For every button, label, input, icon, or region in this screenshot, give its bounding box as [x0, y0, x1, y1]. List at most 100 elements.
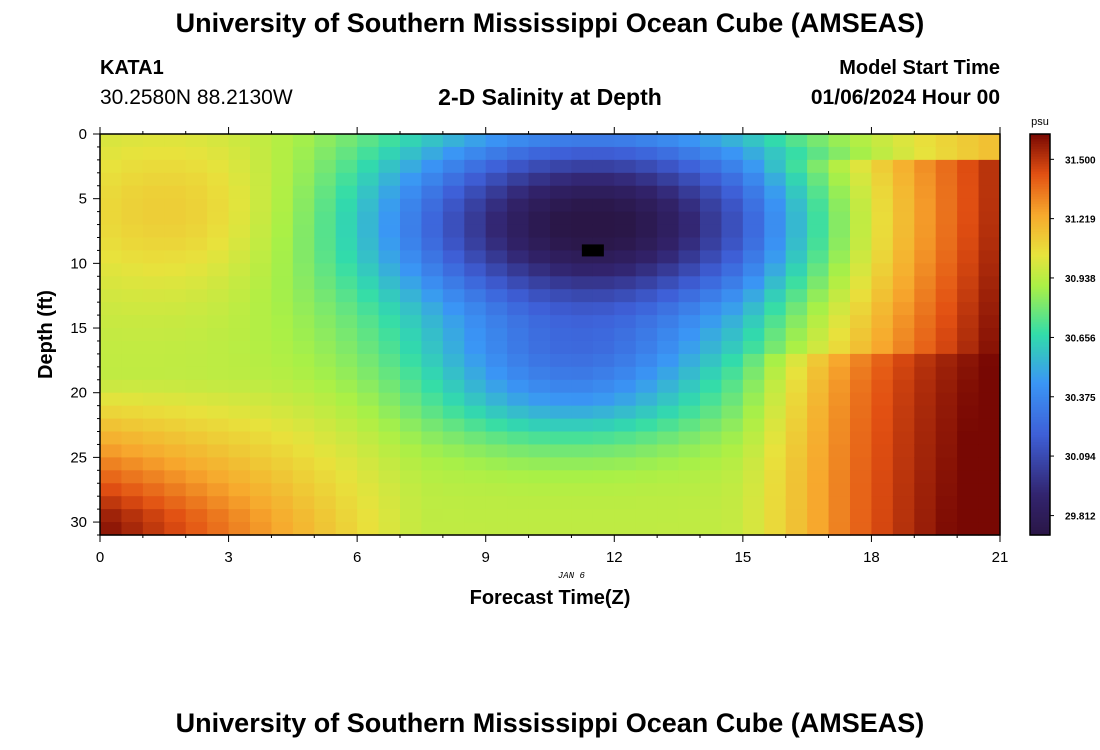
heatmap-cell	[207, 172, 230, 187]
colorbar-band	[1030, 226, 1050, 230]
heatmap-cell	[271, 444, 294, 458]
heatmap-cell	[250, 340, 273, 355]
heatmap-cell	[807, 328, 830, 342]
heatmap-cell	[678, 134, 701, 148]
heatmap-cell	[335, 405, 358, 420]
heatmap-cell	[828, 328, 851, 342]
heatmap-cell	[292, 483, 315, 497]
heatmap-cell	[507, 315, 530, 329]
heatmap-cell	[507, 509, 530, 523]
heatmap-cell	[442, 379, 465, 394]
heatmap-cell	[335, 509, 358, 523]
heatmap-cell	[935, 340, 958, 355]
colorbar-band	[1030, 239, 1050, 243]
heatmap-cell	[507, 405, 530, 420]
heatmap-cell	[164, 379, 187, 394]
heatmap-cell	[635, 457, 658, 471]
heatmap-cell	[914, 366, 937, 381]
heatmap-cell	[271, 340, 294, 355]
heatmap-cell	[121, 134, 144, 148]
heatmap-cell	[871, 224, 894, 239]
colorbar-band	[1030, 229, 1050, 233]
heatmap-cell	[378, 483, 401, 497]
heatmap-cell	[142, 509, 165, 523]
heatmap-cell	[742, 315, 765, 329]
heatmap-cell	[550, 315, 573, 329]
heatmap-cell	[250, 134, 273, 148]
colorbar-band	[1030, 264, 1050, 268]
heatmap-cell	[507, 392, 530, 407]
heatmap-cell	[442, 496, 465, 510]
heatmap-cell	[592, 366, 615, 381]
heatmap-cell	[592, 263, 615, 277]
colorbar-band	[1030, 472, 1050, 476]
heatmap-cell	[978, 224, 1001, 239]
heatmap-cell	[892, 405, 915, 420]
heatmap-cell	[292, 496, 315, 510]
heatmap-cell	[592, 444, 615, 458]
colorbar-band	[1030, 246, 1050, 250]
heatmap-cell	[228, 276, 251, 290]
heatmap-cell	[850, 496, 873, 510]
heatmap-cell	[164, 328, 187, 342]
heatmap-cell	[742, 134, 765, 148]
heatmap-cell	[892, 146, 915, 161]
heatmap-cell	[700, 379, 723, 394]
heatmap-cell	[485, 405, 508, 420]
heatmap-cell	[935, 328, 958, 342]
heatmap-cell	[292, 146, 315, 161]
heatmap-cell	[228, 431, 251, 446]
heatmap-cell	[228, 172, 251, 187]
heatmap-cell	[207, 509, 230, 523]
colorbar-frame	[1029, 133, 1051, 536]
heatmap-cell	[400, 276, 423, 290]
heatmap-cell	[614, 159, 637, 174]
heatmap-cell	[207, 134, 230, 148]
heatmap-cell	[742, 237, 765, 252]
heatmap-cell	[957, 392, 980, 407]
heatmap-cell	[721, 328, 744, 342]
heatmap-cell	[635, 522, 658, 536]
heatmap-cell	[635, 470, 658, 484]
heatmap-cell	[657, 302, 680, 316]
heatmap-cell	[721, 431, 744, 446]
heatmap-cell	[614, 224, 637, 239]
heatmap-cell	[228, 289, 251, 303]
heatmap-cell	[357, 134, 380, 148]
heatmap-cell	[314, 289, 337, 303]
heatmap-cell	[764, 444, 787, 458]
heatmap-cell	[871, 328, 894, 342]
heatmap-cell	[850, 522, 873, 536]
heatmap-cell	[378, 159, 401, 174]
heatmap-cell	[378, 431, 401, 446]
heatmap-cell	[292, 353, 315, 368]
heatmap-cell	[357, 418, 380, 433]
heatmap-cell	[421, 185, 444, 200]
colorbar-band	[1030, 412, 1050, 416]
heatmap-cell	[121, 457, 144, 471]
heatmap-cell	[635, 172, 658, 187]
heatmap-cell	[914, 172, 937, 187]
heatmap-cell	[914, 496, 937, 510]
heatmap-cell	[935, 444, 958, 458]
heatmap-cell	[314, 444, 337, 458]
heatmap-cell	[700, 431, 723, 446]
heatmap-cell	[507, 444, 530, 458]
heatmap-cell	[742, 159, 765, 174]
heatmap-cell	[357, 302, 380, 316]
heatmap-cell	[550, 250, 573, 264]
heatmap-cell	[442, 185, 465, 200]
heatmap-cell	[807, 224, 830, 239]
heatmap-cell	[207, 198, 230, 213]
heatmap-cell	[592, 159, 615, 174]
heatmap-cell	[378, 366, 401, 381]
heatmap-cell	[507, 289, 530, 303]
heatmap-cell	[785, 405, 808, 420]
heatmap-cell	[957, 315, 980, 329]
heatmap-cell	[785, 134, 808, 148]
colorbar-band	[1030, 191, 1050, 195]
heatmap-cell	[357, 328, 380, 342]
heatmap-cell	[571, 328, 594, 342]
heatmap-cell	[250, 211, 273, 226]
x-tick-label: 3	[224, 549, 232, 566]
